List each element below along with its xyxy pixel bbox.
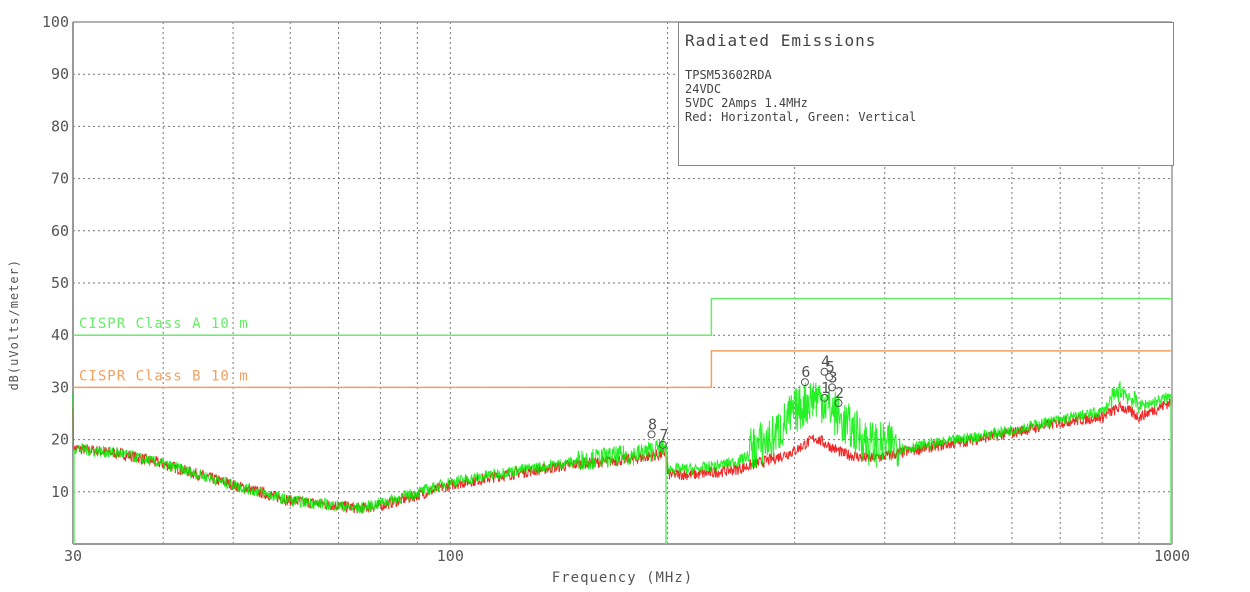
limit-label-class-b: CISPR Class B 10 m	[79, 368, 249, 384]
y-tick-label: 70	[51, 170, 69, 188]
y-tick-label: 100	[42, 13, 69, 31]
marker-circle	[647, 430, 656, 439]
marker-circle	[825, 372, 834, 381]
limit-line-class-b	[73, 350, 1172, 389]
marker-label-1: 1	[821, 379, 830, 397]
y-tick-label: 50	[51, 274, 69, 292]
limit-label-class-a: CISPR Class A 10 m	[79, 316, 249, 332]
chart-title: Radiated Emissions	[685, 31, 877, 50]
info-line-legend: Red: Horizontal, Green: Vertical	[685, 110, 917, 124]
trace-horizontal	[72, 396, 1173, 514]
marker-label-8: 8	[648, 415, 657, 433]
y-tick-label: 30	[51, 378, 69, 396]
info-line-input: 24VDC	[685, 82, 722, 96]
x-tick-label: 100	[437, 547, 464, 565]
y-tick-label: 60	[51, 222, 69, 240]
x-tick-label: 1000	[1154, 547, 1190, 565]
y-tick-label: 40	[51, 326, 69, 344]
y-tick-label: 10	[51, 483, 69, 501]
marker-label-7: 7	[659, 426, 668, 444]
marker-circle	[658, 440, 667, 449]
marker-label-4: 4	[821, 353, 830, 371]
y-axis-label: dB(uVolts/meter)	[7, 259, 21, 391]
x-tick-label: 30	[64, 547, 82, 565]
info-line-device: TPSM53602RDA	[685, 68, 772, 82]
marker-circle	[820, 367, 829, 376]
marker-label-5: 5	[826, 358, 835, 376]
marker-circle	[800, 378, 809, 387]
x-axis-label: Frequency (MHz)	[552, 570, 693, 586]
trace-vertical	[72, 381, 1173, 513]
marker-circle	[820, 393, 829, 402]
marker-circle	[834, 399, 843, 408]
y-tick-label: 80	[51, 117, 69, 135]
marker-label-2: 2	[835, 384, 844, 402]
y-tick-label: 90	[51, 65, 69, 83]
info-box: Radiated Emissions TPSM53602RDA 24VDC 5V…	[678, 22, 1174, 166]
info-line-output: 5VDC 2Amps 1.4MHz	[685, 96, 808, 110]
y-tick-label: 20	[51, 431, 69, 449]
marker-label-6: 6	[801, 363, 810, 381]
limit-line-class-a	[73, 297, 1172, 336]
marker-circle	[828, 383, 837, 392]
